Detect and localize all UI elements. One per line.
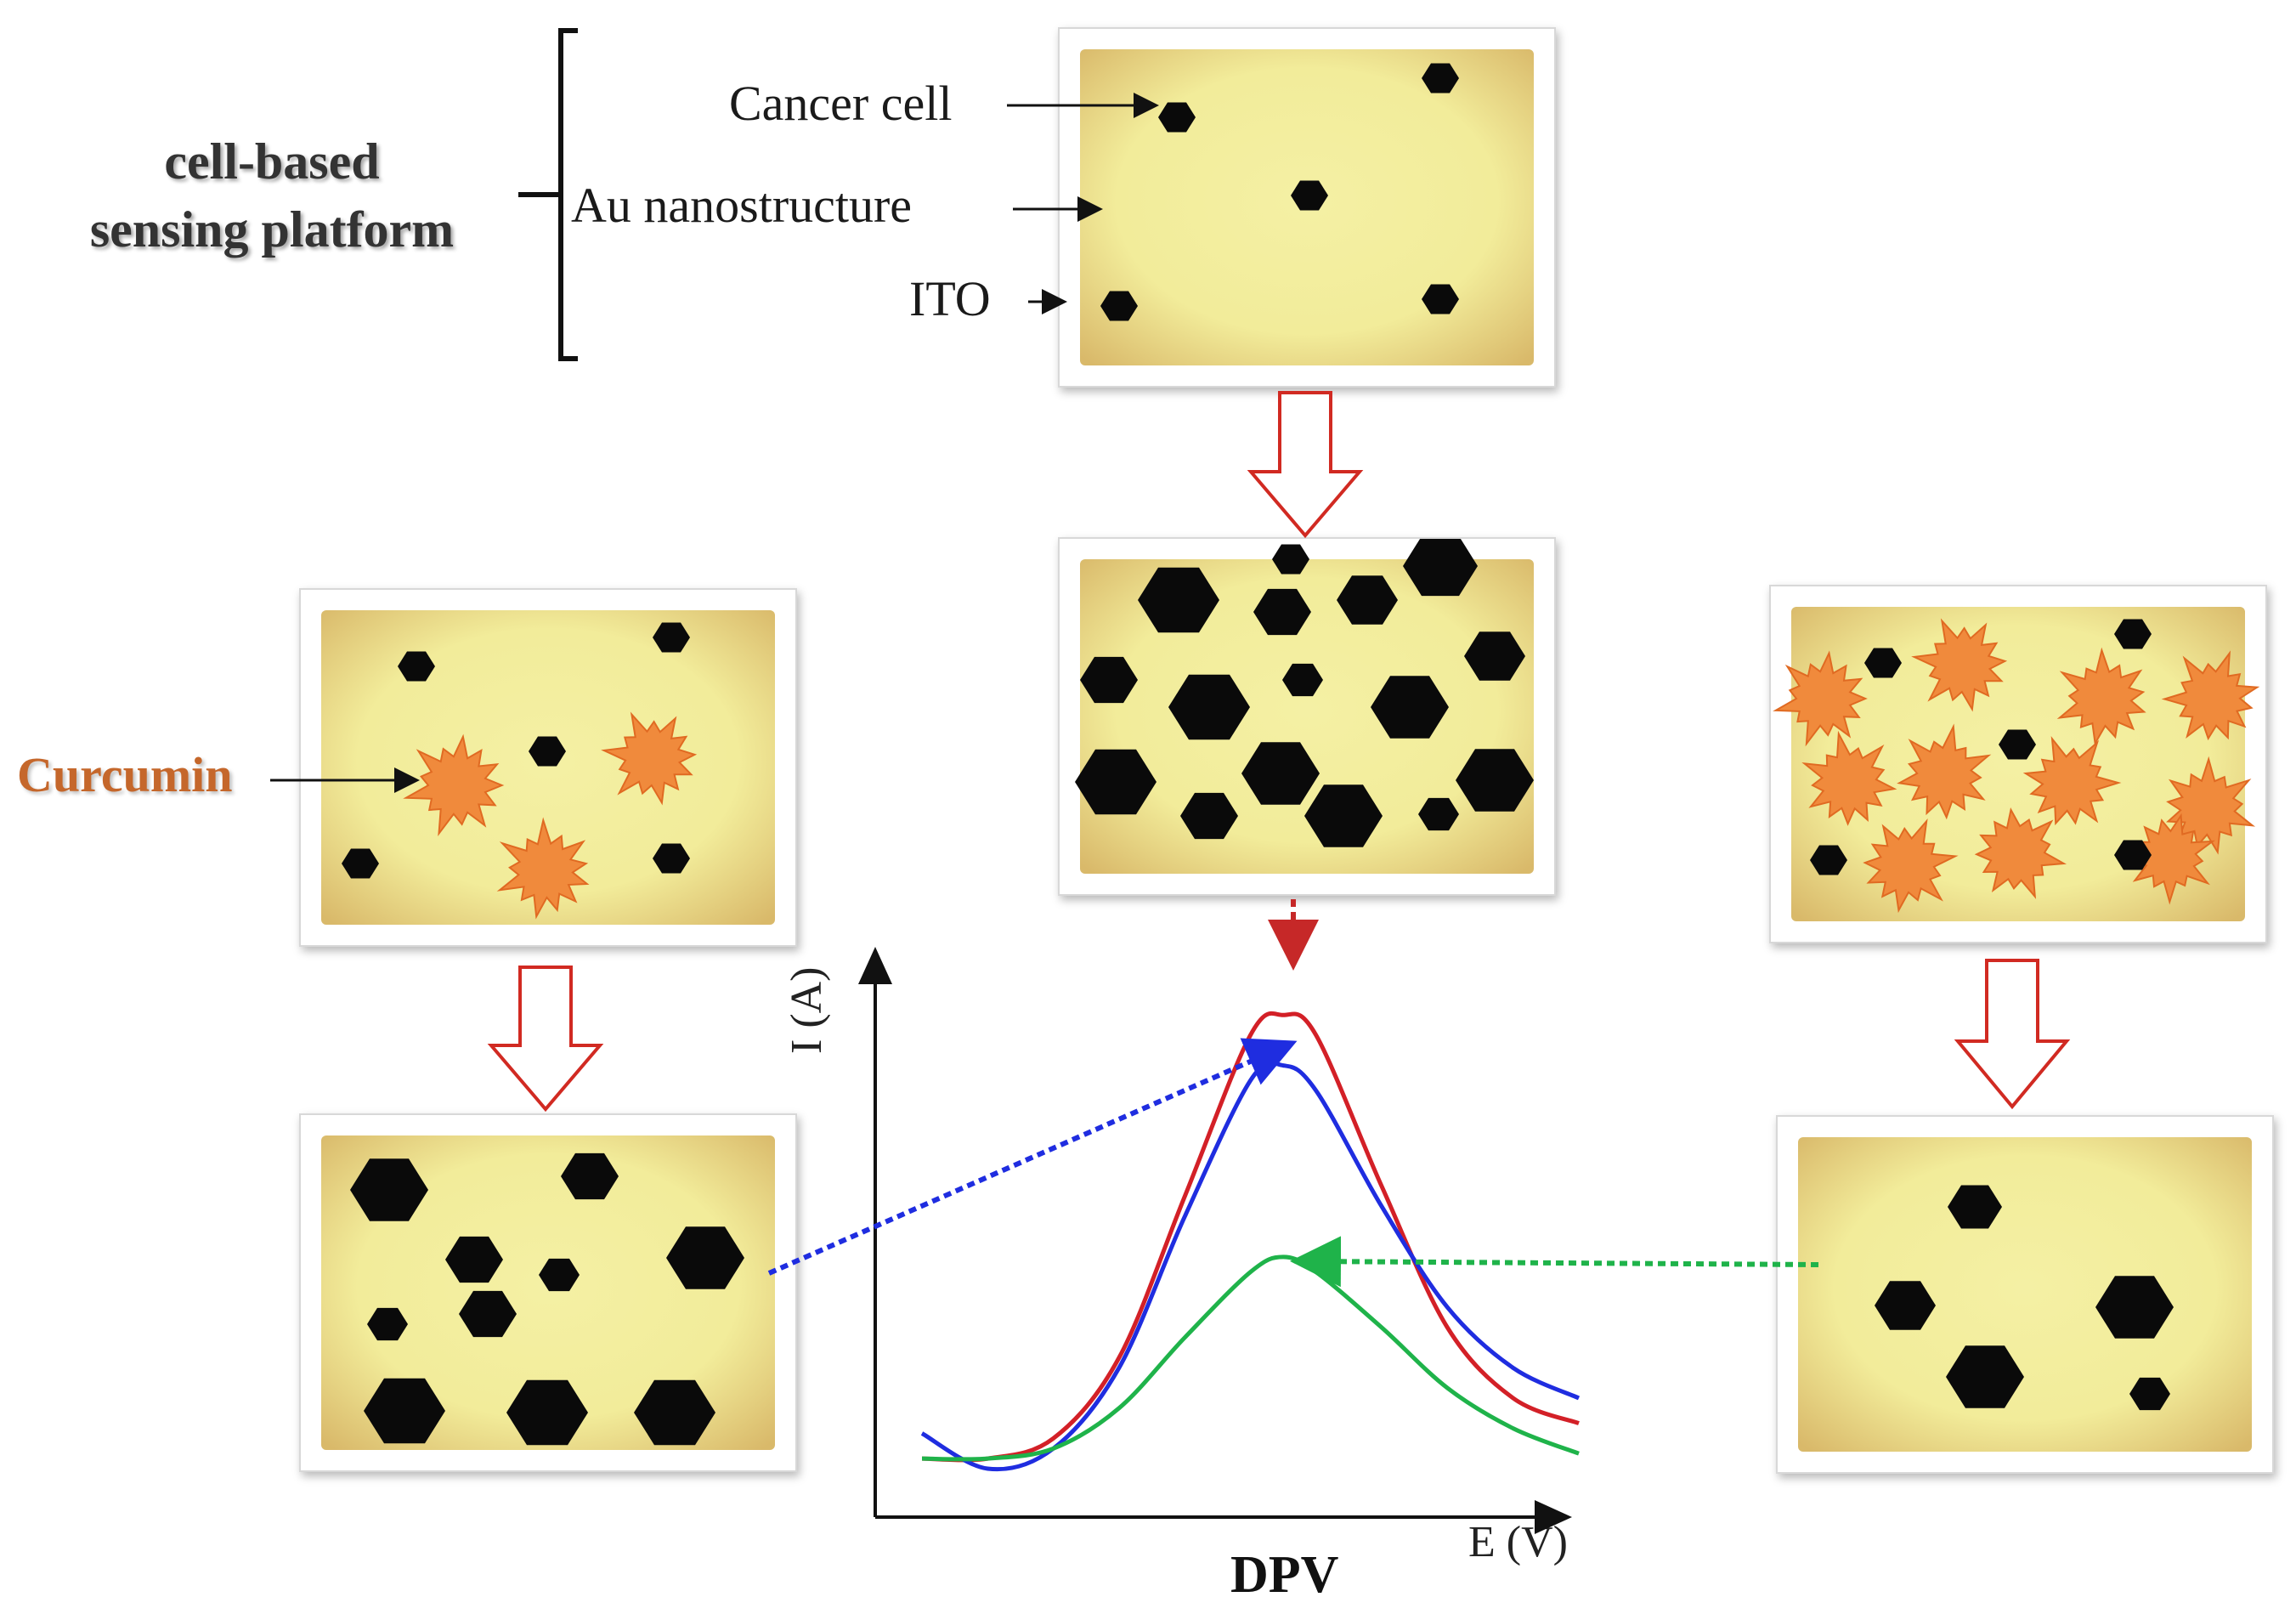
cancer-cell bbox=[1158, 102, 1196, 133]
chart-series bbox=[920, 1011, 1581, 1472]
curcumin-particle bbox=[1773, 650, 1868, 747]
curcumin-particle bbox=[2022, 736, 2122, 826]
curcumin-particle bbox=[2056, 647, 2146, 746]
cancer-cell bbox=[539, 1258, 580, 1292]
cancer-cell bbox=[1075, 749, 1156, 815]
cancer-cell bbox=[1418, 797, 1459, 831]
curcumin-particle bbox=[1897, 723, 1992, 820]
cancer-cell bbox=[2095, 1276, 2174, 1339]
cancer-cell bbox=[364, 1378, 445, 1444]
curcumin-particle bbox=[1801, 730, 1897, 826]
cancer-cell bbox=[506, 1379, 588, 1446]
platform-title-line1: cell-based bbox=[164, 133, 380, 190]
panel-bottom-right-svg bbox=[1798, 1137, 2252, 1452]
cancer-cell bbox=[459, 1290, 517, 1338]
curcumin-particle bbox=[601, 711, 698, 806]
cancer-cell bbox=[653, 622, 690, 653]
ito-substrate bbox=[321, 1135, 775, 1450]
blue-link-arrow bbox=[767, 1038, 1298, 1276]
cancer-cell bbox=[1948, 1185, 2002, 1229]
cancer-cell bbox=[1864, 648, 1902, 678]
cancer-cell bbox=[1946, 1345, 2024, 1408]
curcumin-particle bbox=[496, 817, 590, 920]
series-line-green bbox=[921, 1254, 1580, 1462]
curcumin-particle bbox=[403, 733, 505, 837]
cancer-cell bbox=[1282, 663, 1323, 697]
cancer-cell bbox=[1422, 63, 1459, 93]
cancer-cell bbox=[1100, 291, 1138, 321]
cancer-cell bbox=[666, 1226, 744, 1289]
green-link-arrow bbox=[1290, 1236, 1819, 1288]
panel-mid-center-svg bbox=[1075, 539, 1534, 874]
cancer-cell bbox=[1241, 742, 1320, 805]
cancer-cell bbox=[2114, 619, 2152, 649]
cancer-cell bbox=[1291, 180, 1328, 211]
cancer-cell-label: Cancer cell bbox=[729, 76, 953, 131]
cancer-cell bbox=[1138, 567, 1219, 633]
panel-mid-left-svg bbox=[321, 610, 775, 925]
down-arrow-right bbox=[1954, 959, 2071, 1110]
curcumin-particle bbox=[1974, 807, 2067, 899]
cancer-cell bbox=[1810, 845, 1847, 875]
panel-top-center-svg bbox=[1080, 49, 1534, 365]
cancer-cell bbox=[1304, 784, 1383, 847]
panel-mid-right bbox=[1769, 585, 2267, 943]
down-arrow-left bbox=[487, 966, 604, 1113]
curcumin-particle bbox=[2161, 650, 2260, 741]
cancer-cell bbox=[1403, 539, 1478, 597]
cancer-cell bbox=[529, 736, 566, 767]
cancer-cell bbox=[1464, 631, 1525, 681]
cancer-cell bbox=[561, 1152, 619, 1200]
ito-substrate bbox=[1798, 1137, 2252, 1452]
cancer-cell bbox=[1272, 544, 1309, 575]
platform-title-line2: sensing platform bbox=[89, 201, 455, 258]
chart-title: DPV bbox=[1230, 1546, 1339, 1604]
cancer-cell bbox=[1168, 674, 1250, 740]
ito-label: ITO bbox=[909, 271, 991, 326]
cancer-cell bbox=[1337, 575, 1398, 625]
panel-bottom-left-svg bbox=[321, 1135, 775, 1450]
cancer-cell bbox=[1875, 1281, 1936, 1330]
panel-mid-center bbox=[1058, 537, 1556, 896]
cancer-cell bbox=[653, 843, 690, 874]
cancer-cell bbox=[1999, 729, 2036, 760]
panel-mid-right-svg bbox=[1773, 607, 2260, 921]
au-nanostructure-label: Au nanostructure bbox=[571, 178, 913, 233]
cancer-cell bbox=[367, 1307, 408, 1341]
y-axis-label: I (A) bbox=[783, 966, 831, 1054]
curcumin-particle bbox=[1911, 618, 2008, 712]
panel-top-center bbox=[1058, 27, 1556, 388]
cancer-cell bbox=[1253, 588, 1311, 636]
cancer-cell bbox=[350, 1158, 428, 1221]
cancer-cell bbox=[445, 1236, 503, 1283]
curcumin-particle bbox=[1863, 818, 1959, 914]
cancer-cell bbox=[342, 848, 379, 879]
panel-bottom-left bbox=[299, 1113, 797, 1472]
cancer-cell bbox=[1456, 749, 1534, 812]
bracket bbox=[518, 28, 578, 361]
cancer-cell bbox=[1422, 284, 1459, 314]
cancer-cell bbox=[2129, 1377, 2170, 1411]
cancer-cell bbox=[1080, 656, 1138, 704]
panel-mid-left bbox=[299, 588, 797, 947]
cancer-cell bbox=[398, 651, 435, 682]
x-axis-label: E (V) bbox=[1468, 1518, 1568, 1566]
platform-title: cell-based sensing platform bbox=[34, 127, 510, 263]
down-arrow-center bbox=[1247, 391, 1364, 539]
cancer-cell bbox=[2114, 840, 2152, 870]
cancer-cell bbox=[634, 1379, 715, 1446]
panel-bottom-right bbox=[1776, 1115, 2274, 1474]
cancer-cell bbox=[1371, 676, 1449, 739]
curcumin-label: Curcumin bbox=[17, 747, 233, 802]
series-line-blue bbox=[920, 1061, 1581, 1472]
cancer-cell bbox=[1180, 792, 1238, 840]
series-line-red bbox=[921, 1011, 1580, 1463]
